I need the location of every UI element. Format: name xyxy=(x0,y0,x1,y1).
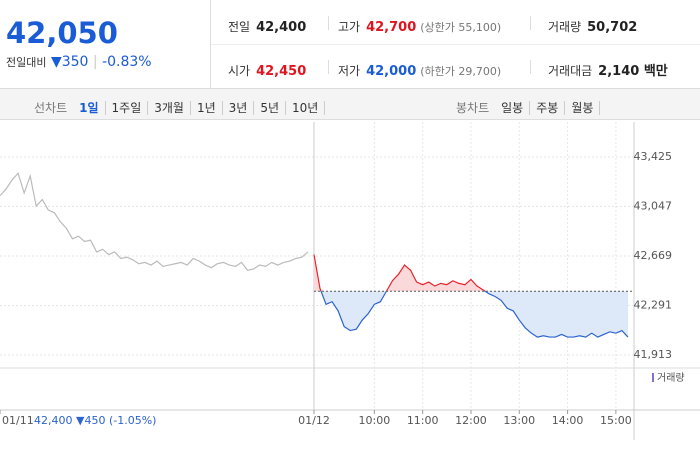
period-tab[interactable]: 3개월 xyxy=(148,101,191,115)
row-line xyxy=(211,88,700,89)
stat-value: 42,450 xyxy=(256,64,307,79)
col-divider xyxy=(530,60,531,74)
separator xyxy=(210,0,211,88)
period-tabs: 선차트 1일 1주일 3개월 1년 3년 5년 10년 xyxy=(28,97,326,116)
stat: 고가 42,700 (상한가 55,100) xyxy=(338,16,501,35)
price-line xyxy=(0,172,309,271)
period-tab[interactable]: 1일 xyxy=(73,101,106,115)
col-divider xyxy=(328,16,329,30)
change: 350 xyxy=(61,54,89,70)
col-divider xyxy=(328,60,329,74)
area xyxy=(313,254,628,338)
period-tab[interactable]: 1주일 xyxy=(105,101,149,115)
change-rate: -0.83% xyxy=(102,54,152,70)
stat-value: 42,000 xyxy=(366,64,417,79)
tab-title: 선차트 xyxy=(34,101,68,115)
stat-label: 시가 xyxy=(228,64,251,78)
x-tick-label: 12:00 xyxy=(455,414,487,427)
down-icon: ▼ xyxy=(50,54,62,70)
stat: 저가 42,000 (하한가 29,700) xyxy=(338,60,501,79)
volume-label: 거래량 xyxy=(657,372,685,384)
candle-tab[interactable]: 주봉 xyxy=(530,101,566,115)
candle-tab[interactable]: 월봉 xyxy=(565,101,601,115)
y-tick-label: 42,291 xyxy=(634,299,673,312)
x-tick-label: 10:00 xyxy=(359,414,391,427)
x-tick-label: 15:00 xyxy=(600,414,632,427)
col-divider xyxy=(530,16,531,30)
stat-label: 거래량 xyxy=(548,20,582,34)
x-tick-label: 13:00 xyxy=(503,414,535,427)
stat-value: 42,700 xyxy=(366,20,417,35)
x-tick-label: 14:00 xyxy=(552,414,584,427)
stat-value: 50,702 xyxy=(587,20,638,35)
stat: 시가 42,450 xyxy=(228,60,306,79)
period-tab[interactable]: 10년 xyxy=(286,101,326,115)
change-row: 전일대비 ▼350 | -0.83% xyxy=(6,54,152,70)
x-tick-label: 01/11 xyxy=(2,414,34,427)
stat: 거래량 50,702 xyxy=(548,16,637,35)
stat-label: 전일 xyxy=(228,20,251,34)
current-price: 42,050 xyxy=(6,16,118,50)
period-tab[interactable]: 1년 xyxy=(190,101,223,115)
y-tick-label: 42,669 xyxy=(634,249,673,262)
stat-value: 42,400 xyxy=(256,20,307,35)
stat-sub: (상한가 55,100) xyxy=(420,21,502,34)
stat-value: 2,140 백만 xyxy=(598,64,668,79)
stat: 거래대금 2,140 백만 xyxy=(548,60,668,79)
prev-day-summary: 42,400 ▼450 (-1.05%) xyxy=(34,414,156,427)
y-tick-label: 43,425 xyxy=(634,150,673,163)
candle-tabs: 봉차트 일봉 주봉 월봉 xyxy=(450,97,601,116)
volume-legend-icon xyxy=(652,373,654,382)
tab-bar: 선차트 1일 1주일 3개월 1년 3년 5년 10년 봉차트 일봉 주봉 월봉 xyxy=(0,88,700,120)
row-line xyxy=(211,44,700,45)
stat-label: 저가 xyxy=(338,64,361,78)
stat-sub: (하한가 29,700) xyxy=(420,65,502,78)
period-tab[interactable]: 3년 xyxy=(222,101,255,115)
x-tick-label: 01/12 xyxy=(298,414,330,427)
candle-tab[interactable]: 일봉 xyxy=(495,101,531,115)
change-label: 전일대비 xyxy=(6,56,47,69)
tab-title: 봉차트 xyxy=(456,101,490,115)
stat-label: 거래대금 xyxy=(548,64,593,78)
price-line xyxy=(313,254,629,338)
period-tab[interactable]: 5년 xyxy=(254,101,287,115)
stat: 전일 42,400 xyxy=(228,16,306,35)
y-tick-label: 41,913 xyxy=(634,348,673,361)
x-tick-label: 11:00 xyxy=(407,414,439,427)
y-tick-label: 43,047 xyxy=(634,199,673,212)
divider: | xyxy=(92,54,98,70)
stat-label: 고가 xyxy=(338,20,361,34)
